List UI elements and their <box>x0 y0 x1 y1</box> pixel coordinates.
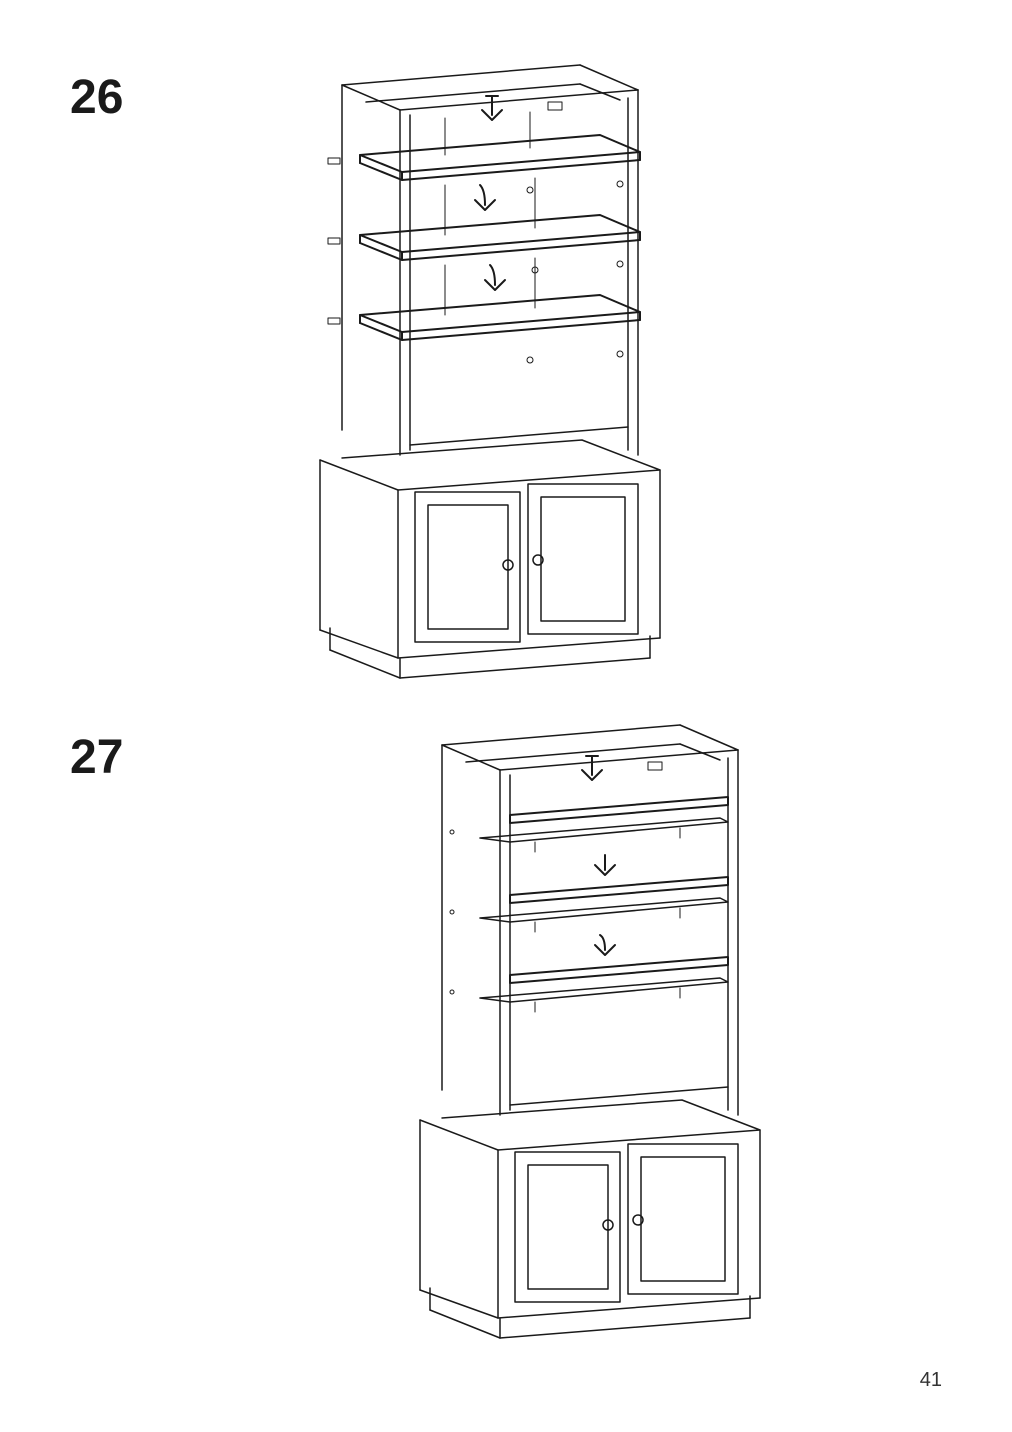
step-number-26: 26 <box>70 70 123 125</box>
diagram-step-26 <box>280 60 700 680</box>
page-number: 41 <box>920 1369 942 1392</box>
cabinet-diagram-26 <box>280 60 700 680</box>
diagram-step-27 <box>380 720 800 1340</box>
step-number-27: 27 <box>70 730 123 785</box>
instruction-page: 26 <box>0 0 1012 1432</box>
cabinet-diagram-27 <box>380 720 800 1340</box>
